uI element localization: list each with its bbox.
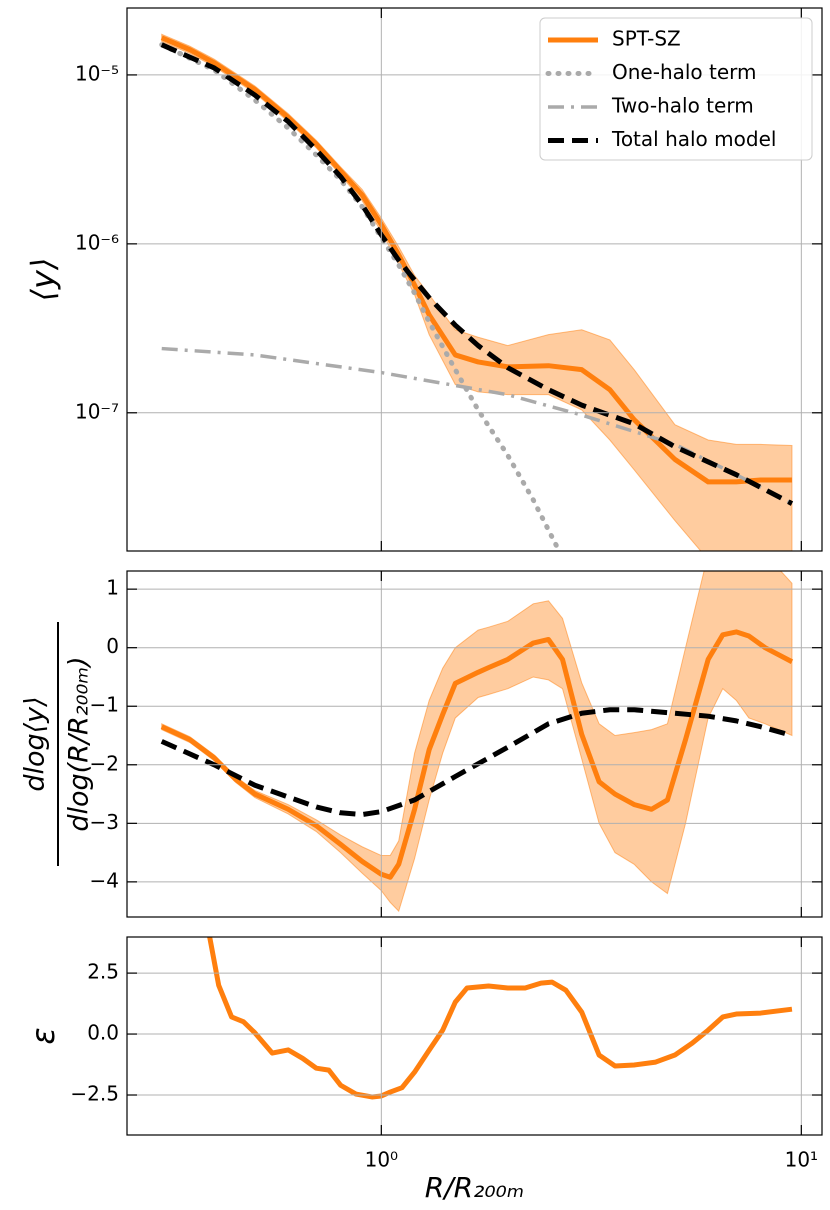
y-axis-label: ⟨y⟩ (24, 258, 62, 302)
plot-area (159, 33, 794, 551)
series-line (207, 937, 793, 1100)
y-label-numerator: dlog⟨y⟩ (20, 696, 51, 791)
y-tick-label: −2.5 (70, 1082, 119, 1106)
series-line (160, 629, 794, 880)
legend-label: Total halo model (611, 127, 776, 151)
uncertainty-band (161, 571, 793, 913)
plot-area (160, 571, 794, 913)
series-line (160, 707, 793, 818)
legend-label: One-halo term (612, 60, 757, 84)
y-tick-label: −1 (90, 693, 119, 717)
y-tick-label: 0 (106, 634, 119, 658)
y-tick-label: 0.0 (87, 1021, 119, 1045)
x-tick-label: 10¹ (785, 1148, 818, 1172)
x-axis-label: R/R₂₀₀ₘ (425, 1171, 524, 1204)
y-tick-label: −4 (90, 868, 119, 892)
y-tick-label: 2.5 (87, 960, 119, 984)
axes-frame (126, 7, 823, 552)
y-label-denominator: dlog(R/R₂₀₀ₘ) (64, 656, 95, 831)
y-tick-label: 10⁻⁵ (75, 61, 119, 85)
legend-label: SPT-SZ (612, 27, 681, 51)
axes-frame (126, 570, 823, 918)
y-axis-label: dlog⟨y⟩ dlog(R/R₂₀₀ₘ) (20, 622, 95, 866)
series-line (160, 35, 792, 485)
series-line (160, 42, 794, 506)
plot-area (207, 937, 793, 1100)
y-tick-label: −2 (90, 751, 119, 775)
axes-frame (126, 936, 823, 1136)
legend-label: Two-halo term (611, 94, 754, 118)
series-line (161, 346, 793, 506)
y-tick-label: 10⁻⁷ (75, 399, 119, 423)
y-tick-label: 1 (106, 576, 119, 600)
series-line (159, 42, 562, 551)
x-tick-label: 10⁰ (365, 1148, 398, 1172)
y-axis-label: ε (24, 1027, 62, 1044)
y-tick-label: 10⁻⁶ (75, 230, 119, 254)
legend-box (539, 17, 813, 161)
y-tick-label: −3 (90, 810, 119, 834)
